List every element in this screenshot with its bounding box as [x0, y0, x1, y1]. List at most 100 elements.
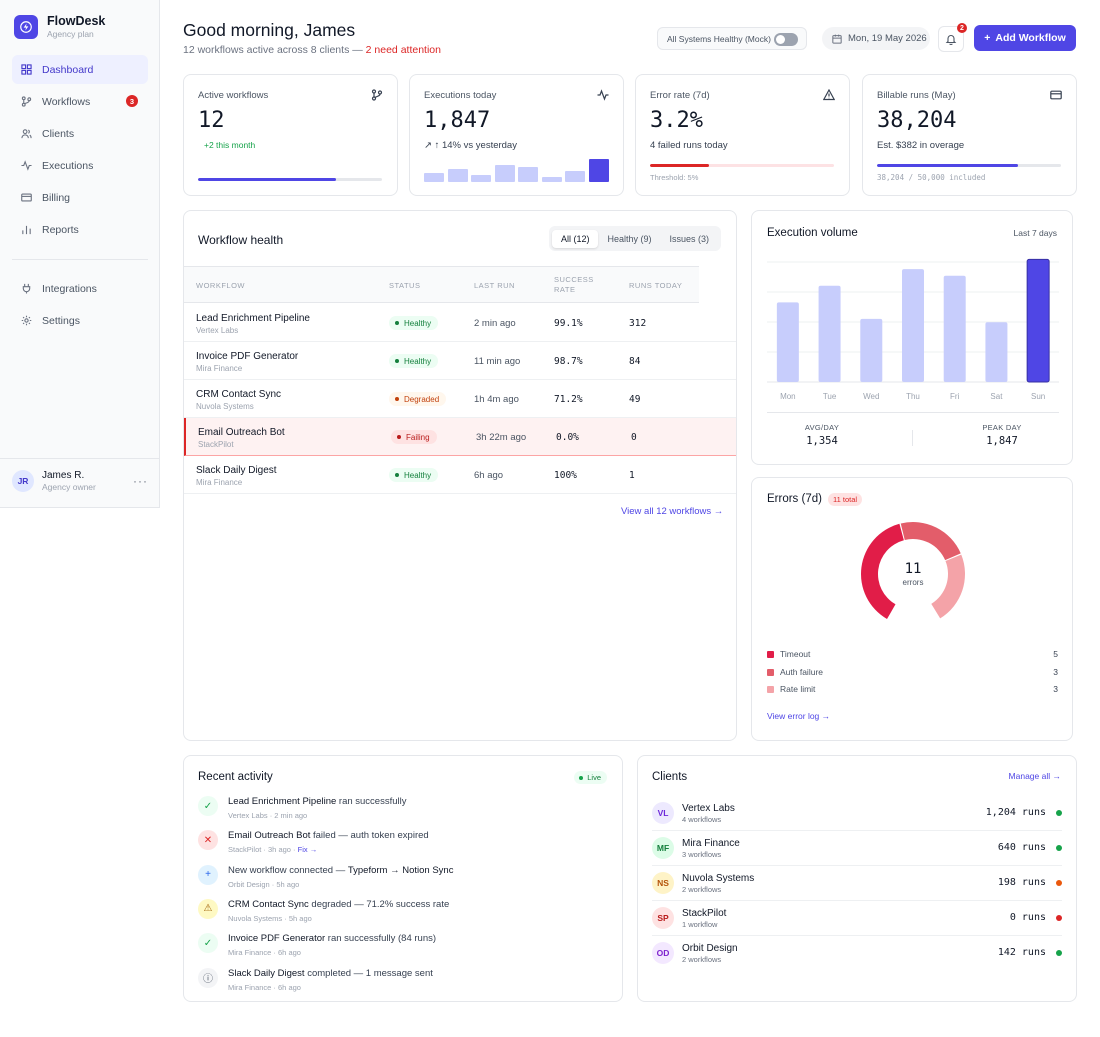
activity-text: CRM Contact Sync degraded — 71.2% succes… — [228, 899, 449, 910]
activity-subject[interactable]: Slack Daily Digest — [228, 967, 305, 979]
donut-slice-timeout[interactable] — [861, 523, 904, 620]
sidebar-item-reports[interactable]: Reports — [12, 215, 148, 244]
activity-subject[interactable]: Lead Enrichment Pipeline — [228, 796, 337, 807]
table-row[interactable]: Invoice PDF Generator Mira Finance Healthy… — [184, 342, 736, 380]
user-role: Agency owner — [42, 482, 96, 492]
manage-clients-link[interactable]: Manage all → — [1008, 771, 1061, 781]
warning-icon — [823, 89, 835, 101]
tab-issues[interactable]: Issues (3) — [669, 233, 709, 244]
activity-item[interactable]: ⚠ CRM Contact Sync degraded — 71.2% succe… — [198, 898, 618, 929]
more-options-icon[interactable]: ··· — [133, 474, 148, 488]
table-row[interactable]: Lead Enrichment Pipeline Vertex Labs Healt… — [184, 304, 736, 342]
kpi-billable-runs[interactable]: Billable runs (May) 38,204 Est. $382 in … — [862, 74, 1077, 196]
client-row[interactable]: NS Nuvola Systems 2 workflows 198 runs — [652, 866, 1062, 901]
client-avatar: NS — [652, 872, 674, 894]
error-total-badge: 11 total — [828, 493, 863, 506]
activity-subject[interactable]: Email Outreach Bot — [228, 830, 311, 842]
execution-volume-card: Execution volume Last 7 days Mon Tue Wed Th… — [751, 210, 1073, 465]
bar-mon[interactable] — [776, 302, 799, 382]
sidebar-item-integrations[interactable]: Integrations — [12, 274, 148, 303]
sidebar-item-clients[interactable]: Clients — [12, 119, 148, 148]
workflow-name[interactable]: CRM Contact Sync — [196, 389, 282, 400]
activity-subject[interactable]: Invoice PDF Generator — [228, 933, 326, 945]
sidebar-item-label: Clients — [42, 127, 75, 140]
date-range-selector[interactable]: Last 7 days — [1013, 228, 1057, 238]
activity-detail: degraded — 71.2% success rate — [308, 898, 450, 910]
kpi-active-workflows[interactable]: Active workflows 12 +2 this month — [183, 74, 398, 196]
workflow-name[interactable]: Email Outreach Bot — [198, 427, 285, 438]
table-row[interactable]: Slack Daily Digest Mira Finance Healthy 6h … — [184, 456, 736, 494]
bar-sun[interactable] — [1026, 258, 1050, 383]
sidebar-item-label: Executions — [42, 159, 94, 172]
bar-sat[interactable] — [985, 322, 1008, 382]
sidebar: FlowDesk Agency plan Dashboard Workflows… — [0, 0, 160, 508]
view-error-log-link[interactable]: View error log → — [767, 711, 831, 721]
brand-plan: Agency plan — [47, 29, 94, 39]
tab-healthy[interactable]: Healthy (9) — [607, 233, 652, 244]
attention-alert[interactable]: 2 need attention — [365, 44, 441, 56]
bar-thu[interactable] — [902, 269, 924, 382]
activity-subject[interactable]: CRM Contact Sync — [228, 898, 309, 910]
kpi-error-rate[interactable]: Error rate (7d) 3.2% 4 failed runs today… — [635, 74, 850, 196]
column-header[interactable]: STATUS — [389, 281, 421, 290]
kpi-executions-today[interactable]: Executions today 1,847 ↗ ↑ 14% vs yester… — [409, 74, 624, 196]
date-picker[interactable]: Mon, 19 May 2026 — [822, 27, 930, 50]
sidebar-item-workflows[interactable]: Workflows 3 — [12, 87, 148, 116]
spark-bar — [588, 159, 609, 182]
client-row[interactable]: OD Orbit Design 2 workflows 142 runs — [652, 936, 1062, 971]
notifications-button[interactable]: 2 — [938, 23, 967, 52]
sidebar-item-billing[interactable]: Billing — [12, 183, 148, 212]
client-avatar: SP — [652, 907, 674, 929]
activity-meta: Nuvola Systems · 5h ago — [228, 914, 312, 923]
kpi-delta: ↗ ↑ 14% vs yesterday — [424, 140, 517, 151]
donut-slice-rate-limit[interactable] — [931, 554, 965, 619]
workflow-name[interactable]: Lead Enrichment Pipeline — [196, 313, 310, 324]
sidebar-item-executions[interactable]: Executions — [12, 151, 148, 180]
x-tick-label: Mon — [780, 392, 796, 401]
bar-wed[interactable] — [860, 318, 883, 382]
activity-item[interactable]: ✕ Email Outreach Bot failed — auth token … — [198, 830, 618, 860]
workflow-name[interactable]: Slack Daily Digest — [196, 465, 277, 476]
system-status-toggle[interactable]: All Systems Healthy (Mock) — [657, 27, 807, 50]
client-row[interactable]: MF Mira Finance 3 workflows 640 runs — [652, 831, 1062, 866]
spark-bar — [565, 170, 585, 182]
fix-link[interactable]: Fix → — [297, 845, 318, 855]
tab-all[interactable]: All (12) — [551, 229, 599, 248]
view-all-workflows-link[interactable]: View all 12 workflows → — [621, 506, 724, 517]
column-header[interactable]: RUNS TODAY — [629, 281, 683, 290]
table-row[interactable]: Email Outreach Bot StackPilot Failing 3h 22… — [184, 418, 736, 456]
user-profile[interactable]: JR James R. Agency owner ··· — [12, 470, 148, 492]
toggle-switch[interactable] — [774, 33, 798, 46]
column-header[interactable]: SUCCESS RATE — [554, 275, 594, 294]
column-header[interactable]: LAST RUN — [474, 281, 515, 290]
sidebar-item-settings[interactable]: Settings — [12, 306, 148, 335]
brand[interactable]: FlowDesk Agency plan — [14, 14, 105, 39]
activity-meta-text: StackPilot · 3h ago · — [228, 845, 298, 855]
workflow-name[interactable]: Invoice PDF Generator — [196, 351, 299, 362]
client-workflow-count: 3 workflows — [682, 850, 722, 859]
bell-icon — [945, 35, 957, 45]
bar-fri[interactable] — [943, 275, 966, 382]
branch-icon — [371, 89, 383, 101]
client-row[interactable]: SP StackPilot 1 workflow 0 runs — [652, 901, 1062, 936]
activity-item[interactable]: ✓ Invoice PDF Generator ran successfully … — [198, 933, 618, 963]
status-badge: Failing — [391, 430, 437, 444]
sidebar-item-dashboard[interactable]: Dashboard — [12, 55, 148, 84]
warning-icon: ⚠ — [198, 898, 218, 919]
bolt-icon — [14, 14, 38, 39]
activity-item[interactable]: ⓘ Slack Daily Digest completed — 1 messag… — [198, 967, 618, 998]
activity-subject[interactable]: Typeform → Notion Sync — [347, 864, 454, 876]
activity-item[interactable]: ✓ Lead Enrichment Pipeline ran successful… — [198, 796, 618, 826]
column-header[interactable]: WORKFLOW — [196, 281, 245, 290]
bar-tue[interactable] — [818, 285, 841, 382]
errors-card: Errors (7d) 11 total 11 errors Timeout 5 A… — [751, 477, 1073, 741]
donut-slice-auth-failure[interactable] — [900, 522, 961, 561]
client-row[interactable]: VL Vertex Labs 4 workflows 1,204 runs — [652, 796, 1062, 831]
threshold-note: Threshold: 5% — [650, 173, 699, 182]
activity-item[interactable]: + New workflow connected — Typeform → Not… — [198, 864, 618, 895]
stat-value: 1,354 — [806, 435, 838, 447]
sidebar-item-label: Reports — [42, 223, 79, 236]
add-workflow-button[interactable]: + Add Workflow — [974, 25, 1076, 51]
table-row[interactable]: CRM Contact Sync Nuvola Systems Degraded 1h… — [184, 380, 736, 418]
secondary-nav: Integrations Settings — [12, 274, 148, 338]
